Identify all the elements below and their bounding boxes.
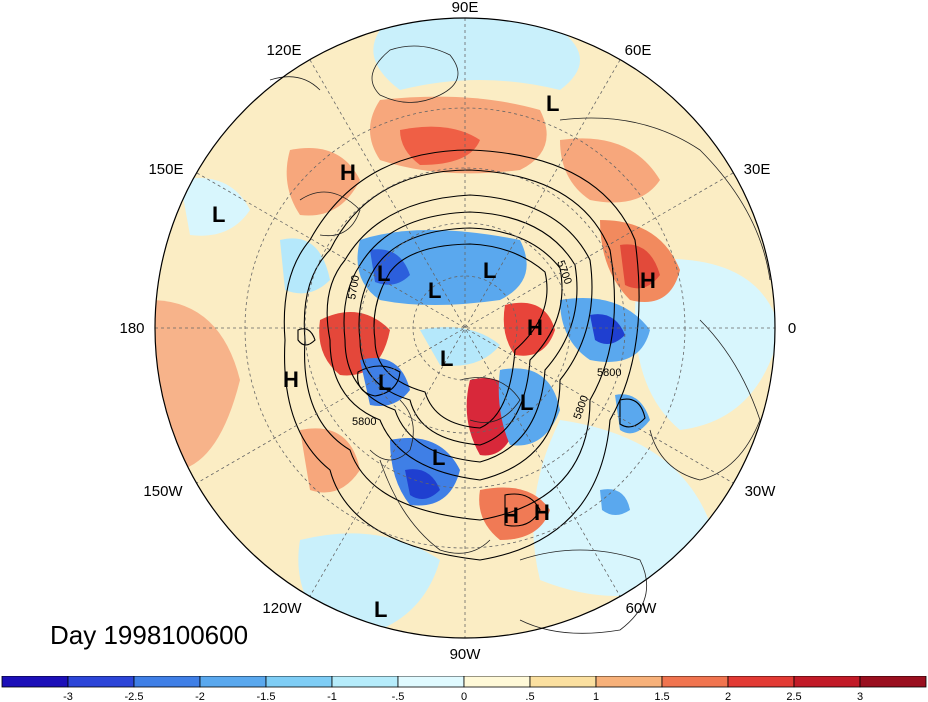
colorbar-tick-label: 1 bbox=[593, 691, 599, 702]
colorbar-tick-label: -1 bbox=[327, 691, 337, 702]
pressure-center-label: L bbox=[428, 278, 441, 303]
colorbar-tick-label: 3 bbox=[857, 691, 863, 702]
colorbar-swatch bbox=[463, 676, 531, 688]
graticule bbox=[155, 18, 775, 638]
pressure-center-label: L bbox=[377, 261, 390, 286]
colorbar-swatch bbox=[727, 676, 795, 688]
pressure-center-label: L bbox=[432, 445, 445, 470]
colorbar-swatch bbox=[595, 676, 663, 688]
colorbar-tick-label: .5 bbox=[525, 691, 534, 702]
colorbar-tick-label: 2.5 bbox=[786, 691, 801, 702]
pressure-center-label: H bbox=[340, 160, 356, 185]
pressure-center-label: H bbox=[534, 500, 550, 525]
pressure-center-label: H bbox=[527, 315, 543, 340]
colorbar-swatch bbox=[199, 676, 267, 688]
colorbar: -3 -2.5 -2 -1.5 -1 -.5 0 .5 1 1.5 2 2.5 3 bbox=[1, 676, 927, 702]
contour-label: 5800 bbox=[352, 416, 376, 428]
colorbar-swatch bbox=[1, 676, 69, 688]
lon-label-150w: 150W bbox=[143, 483, 183, 500]
pressure-center-label: H bbox=[503, 503, 519, 528]
lon-label-90w: 90W bbox=[450, 646, 482, 663]
pressure-center-label: L bbox=[212, 202, 225, 227]
lon-label-60e: 60E bbox=[625, 42, 652, 59]
lon-label-120w: 120W bbox=[262, 600, 302, 617]
pressure-center-label: L bbox=[378, 370, 391, 395]
pressure-center-label: L bbox=[483, 258, 496, 283]
page-title: Day 1998100600 bbox=[50, 620, 249, 650]
colorbar-swatch bbox=[397, 676, 465, 688]
colorbar-swatch bbox=[265, 676, 333, 688]
colorbar-swatch bbox=[67, 676, 135, 688]
lon-label-180: 180 bbox=[119, 320, 144, 337]
colorbar-tick-label: -.5 bbox=[392, 691, 405, 702]
colorbar-swatch bbox=[331, 676, 399, 688]
colorbar-tick-label: 2 bbox=[725, 691, 731, 702]
lon-label-60w: 60W bbox=[626, 600, 658, 617]
colorbar-tick-label: 1.5 bbox=[654, 691, 669, 702]
contour-label: 5800 bbox=[597, 367, 621, 379]
colorbar-tick-label: 0 bbox=[461, 691, 467, 702]
contour-label: 5700 bbox=[346, 274, 362, 300]
colorbar-swatch bbox=[529, 676, 597, 688]
lon-label-120e: 120E bbox=[266, 42, 301, 59]
lon-label-90e: 90E bbox=[452, 0, 479, 16]
colorbar-tick-label: -2 bbox=[195, 691, 205, 702]
pressure-center-label: L bbox=[440, 346, 453, 371]
lon-label-30w: 30W bbox=[745, 483, 777, 500]
lon-label-30e: 30E bbox=[744, 161, 771, 178]
pressure-center-label: L bbox=[520, 390, 533, 415]
colorbar-swatch bbox=[859, 676, 927, 688]
map-boundary bbox=[154, 17, 776, 639]
colorbar-tick-label: -3 bbox=[63, 691, 73, 702]
polar-map: 90E 60E 30E 0 30W 60W 90W 120W 150W 180 … bbox=[119, 0, 796, 663]
colorbar-swatch bbox=[793, 676, 861, 688]
anomaly-field bbox=[155, 18, 775, 638]
lon-label-150e: 150E bbox=[148, 161, 183, 178]
colorbar-swatch bbox=[133, 676, 201, 688]
pressure-center-label: H bbox=[640, 268, 656, 293]
coastlines bbox=[269, 45, 771, 634]
colorbar-tick-label: -2.5 bbox=[125, 691, 144, 702]
lon-label-0: 0 bbox=[788, 320, 796, 337]
pressure-center-label: L bbox=[546, 91, 559, 116]
colorbar-tick-label: -1.5 bbox=[257, 691, 276, 702]
colorbar-swatch bbox=[661, 676, 729, 688]
height-contours bbox=[283, 149, 646, 561]
pressure-center-label: L bbox=[374, 597, 387, 622]
pressure-center-label: H bbox=[283, 367, 299, 392]
